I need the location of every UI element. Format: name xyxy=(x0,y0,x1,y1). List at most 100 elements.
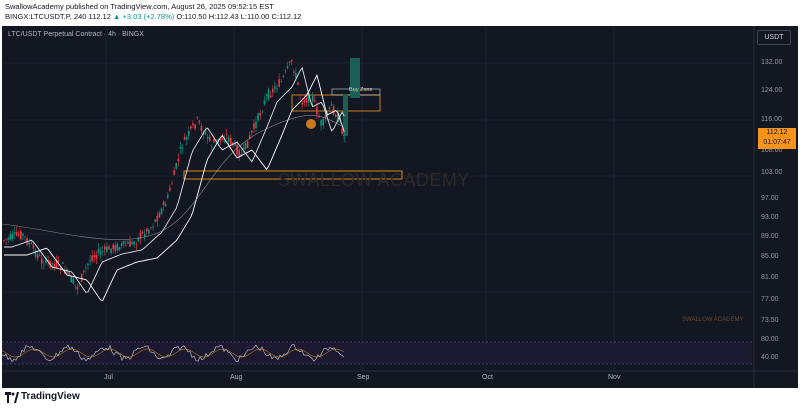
candle-body xyxy=(311,95,314,101)
candle-body xyxy=(15,232,18,236)
candle-body xyxy=(83,270,85,272)
candle-body xyxy=(70,275,72,283)
candle-body xyxy=(108,246,110,250)
candle-body xyxy=(246,140,249,148)
candle-body xyxy=(286,66,289,69)
candle-body xyxy=(198,120,201,123)
currency-button[interactable]: USDT xyxy=(757,30,791,45)
candle-body xyxy=(24,236,26,238)
moving-average-fast xyxy=(4,66,345,293)
price-tick: 97.00 xyxy=(761,195,779,202)
candle-body xyxy=(162,202,165,206)
candle-body xyxy=(282,75,285,78)
candle-body xyxy=(167,194,169,198)
candle-body xyxy=(160,208,163,215)
symbol-interval: BINGX:LTCUSDT.P, 240 xyxy=(5,12,87,21)
candle-body xyxy=(36,254,39,259)
candle-body xyxy=(316,106,318,115)
projection-bar-lower xyxy=(343,94,348,136)
candle-body xyxy=(131,241,133,245)
candle-body xyxy=(122,240,125,244)
candle-body xyxy=(343,136,345,138)
publish-header: SwallowAcademy published on TradingView.… xyxy=(0,0,800,24)
candle-body xyxy=(116,243,119,251)
publish-info: SwallowAcademy published on TradingView.… xyxy=(5,2,274,11)
candle-body xyxy=(267,89,270,99)
candle-body xyxy=(341,128,343,134)
candle-body xyxy=(164,204,167,207)
watermark: SWALLOW ACADEMY xyxy=(278,170,470,190)
candle-body xyxy=(57,260,60,262)
last-price-value: 112.12 xyxy=(766,129,788,136)
candle-body xyxy=(204,131,207,134)
candle-body xyxy=(125,244,127,246)
candle-body xyxy=(101,251,104,252)
rsi-line xyxy=(2,344,345,363)
candle-body xyxy=(330,104,333,106)
candle-body xyxy=(227,137,230,142)
candle-body xyxy=(17,234,20,236)
candle-body xyxy=(248,135,251,139)
moving-average-slow xyxy=(4,73,345,302)
candle-body xyxy=(209,136,211,141)
time-tick: Sep xyxy=(357,374,370,381)
projection-bar-upper xyxy=(350,58,360,98)
candle-body xyxy=(255,121,257,128)
candle-body xyxy=(263,100,266,105)
price-chart-canvas[interactable] xyxy=(2,26,798,388)
candle-body xyxy=(28,242,30,245)
tradingview-brand[interactable]: TradingView xyxy=(21,391,80,402)
candle-body xyxy=(305,97,308,103)
candle-body xyxy=(99,251,102,255)
candle-body xyxy=(200,125,203,131)
candle-body xyxy=(219,139,222,141)
candle-body xyxy=(87,263,89,265)
candle-body xyxy=(78,283,81,285)
rsi-ma-line xyxy=(2,348,345,358)
time-tick: Nov xyxy=(608,374,621,381)
candle-body xyxy=(272,88,274,93)
candle-body xyxy=(211,145,213,147)
candle-body xyxy=(244,142,247,150)
candle-body xyxy=(185,136,188,140)
candle-body xyxy=(95,254,98,260)
candle-body xyxy=(259,113,261,116)
candle-body xyxy=(114,245,117,252)
ohlc-line: BINGX:LTCUSDT.P, 240 112.12 ▲ +3.03 (+2.… xyxy=(5,12,301,22)
candle-body xyxy=(175,163,177,169)
price-tick: 132.00 xyxy=(761,59,783,66)
candle-body xyxy=(181,147,184,149)
candle-body xyxy=(141,232,144,233)
chart-pane[interactable]: LTC/USDT Perpetual Contract · 4h · BINGX… xyxy=(2,26,798,388)
candle-body xyxy=(299,94,301,96)
candle-body xyxy=(110,248,112,253)
candle-body xyxy=(328,107,331,109)
candle-body xyxy=(230,137,232,145)
candle-body xyxy=(234,142,236,146)
candle-body xyxy=(127,242,129,244)
candle-body xyxy=(290,59,293,62)
candle-body xyxy=(276,88,278,90)
candle-body xyxy=(152,226,154,228)
candle-body xyxy=(34,250,37,257)
candle-body xyxy=(320,119,322,126)
candle-body xyxy=(251,130,253,133)
open-value: O:110.50 xyxy=(176,12,207,21)
candle-body xyxy=(221,137,224,141)
candle-body xyxy=(7,237,9,240)
candle-body xyxy=(322,118,324,126)
candle-body xyxy=(72,278,75,284)
candle-body xyxy=(74,284,77,286)
rsi-tick: 80.00 xyxy=(761,336,779,343)
candle-body xyxy=(284,70,287,72)
footer: TradingView xyxy=(0,388,800,408)
watermark-small: SWALLOW ACADEMY xyxy=(682,317,744,323)
candle-body xyxy=(257,113,259,121)
candle-body xyxy=(89,260,91,262)
candle-body xyxy=(139,232,142,239)
price-tick: 81.00 xyxy=(761,274,779,281)
price-tick: 116.00 xyxy=(761,116,782,123)
candle-body xyxy=(190,126,192,129)
candle-body xyxy=(188,131,190,136)
candle-body xyxy=(225,134,228,136)
